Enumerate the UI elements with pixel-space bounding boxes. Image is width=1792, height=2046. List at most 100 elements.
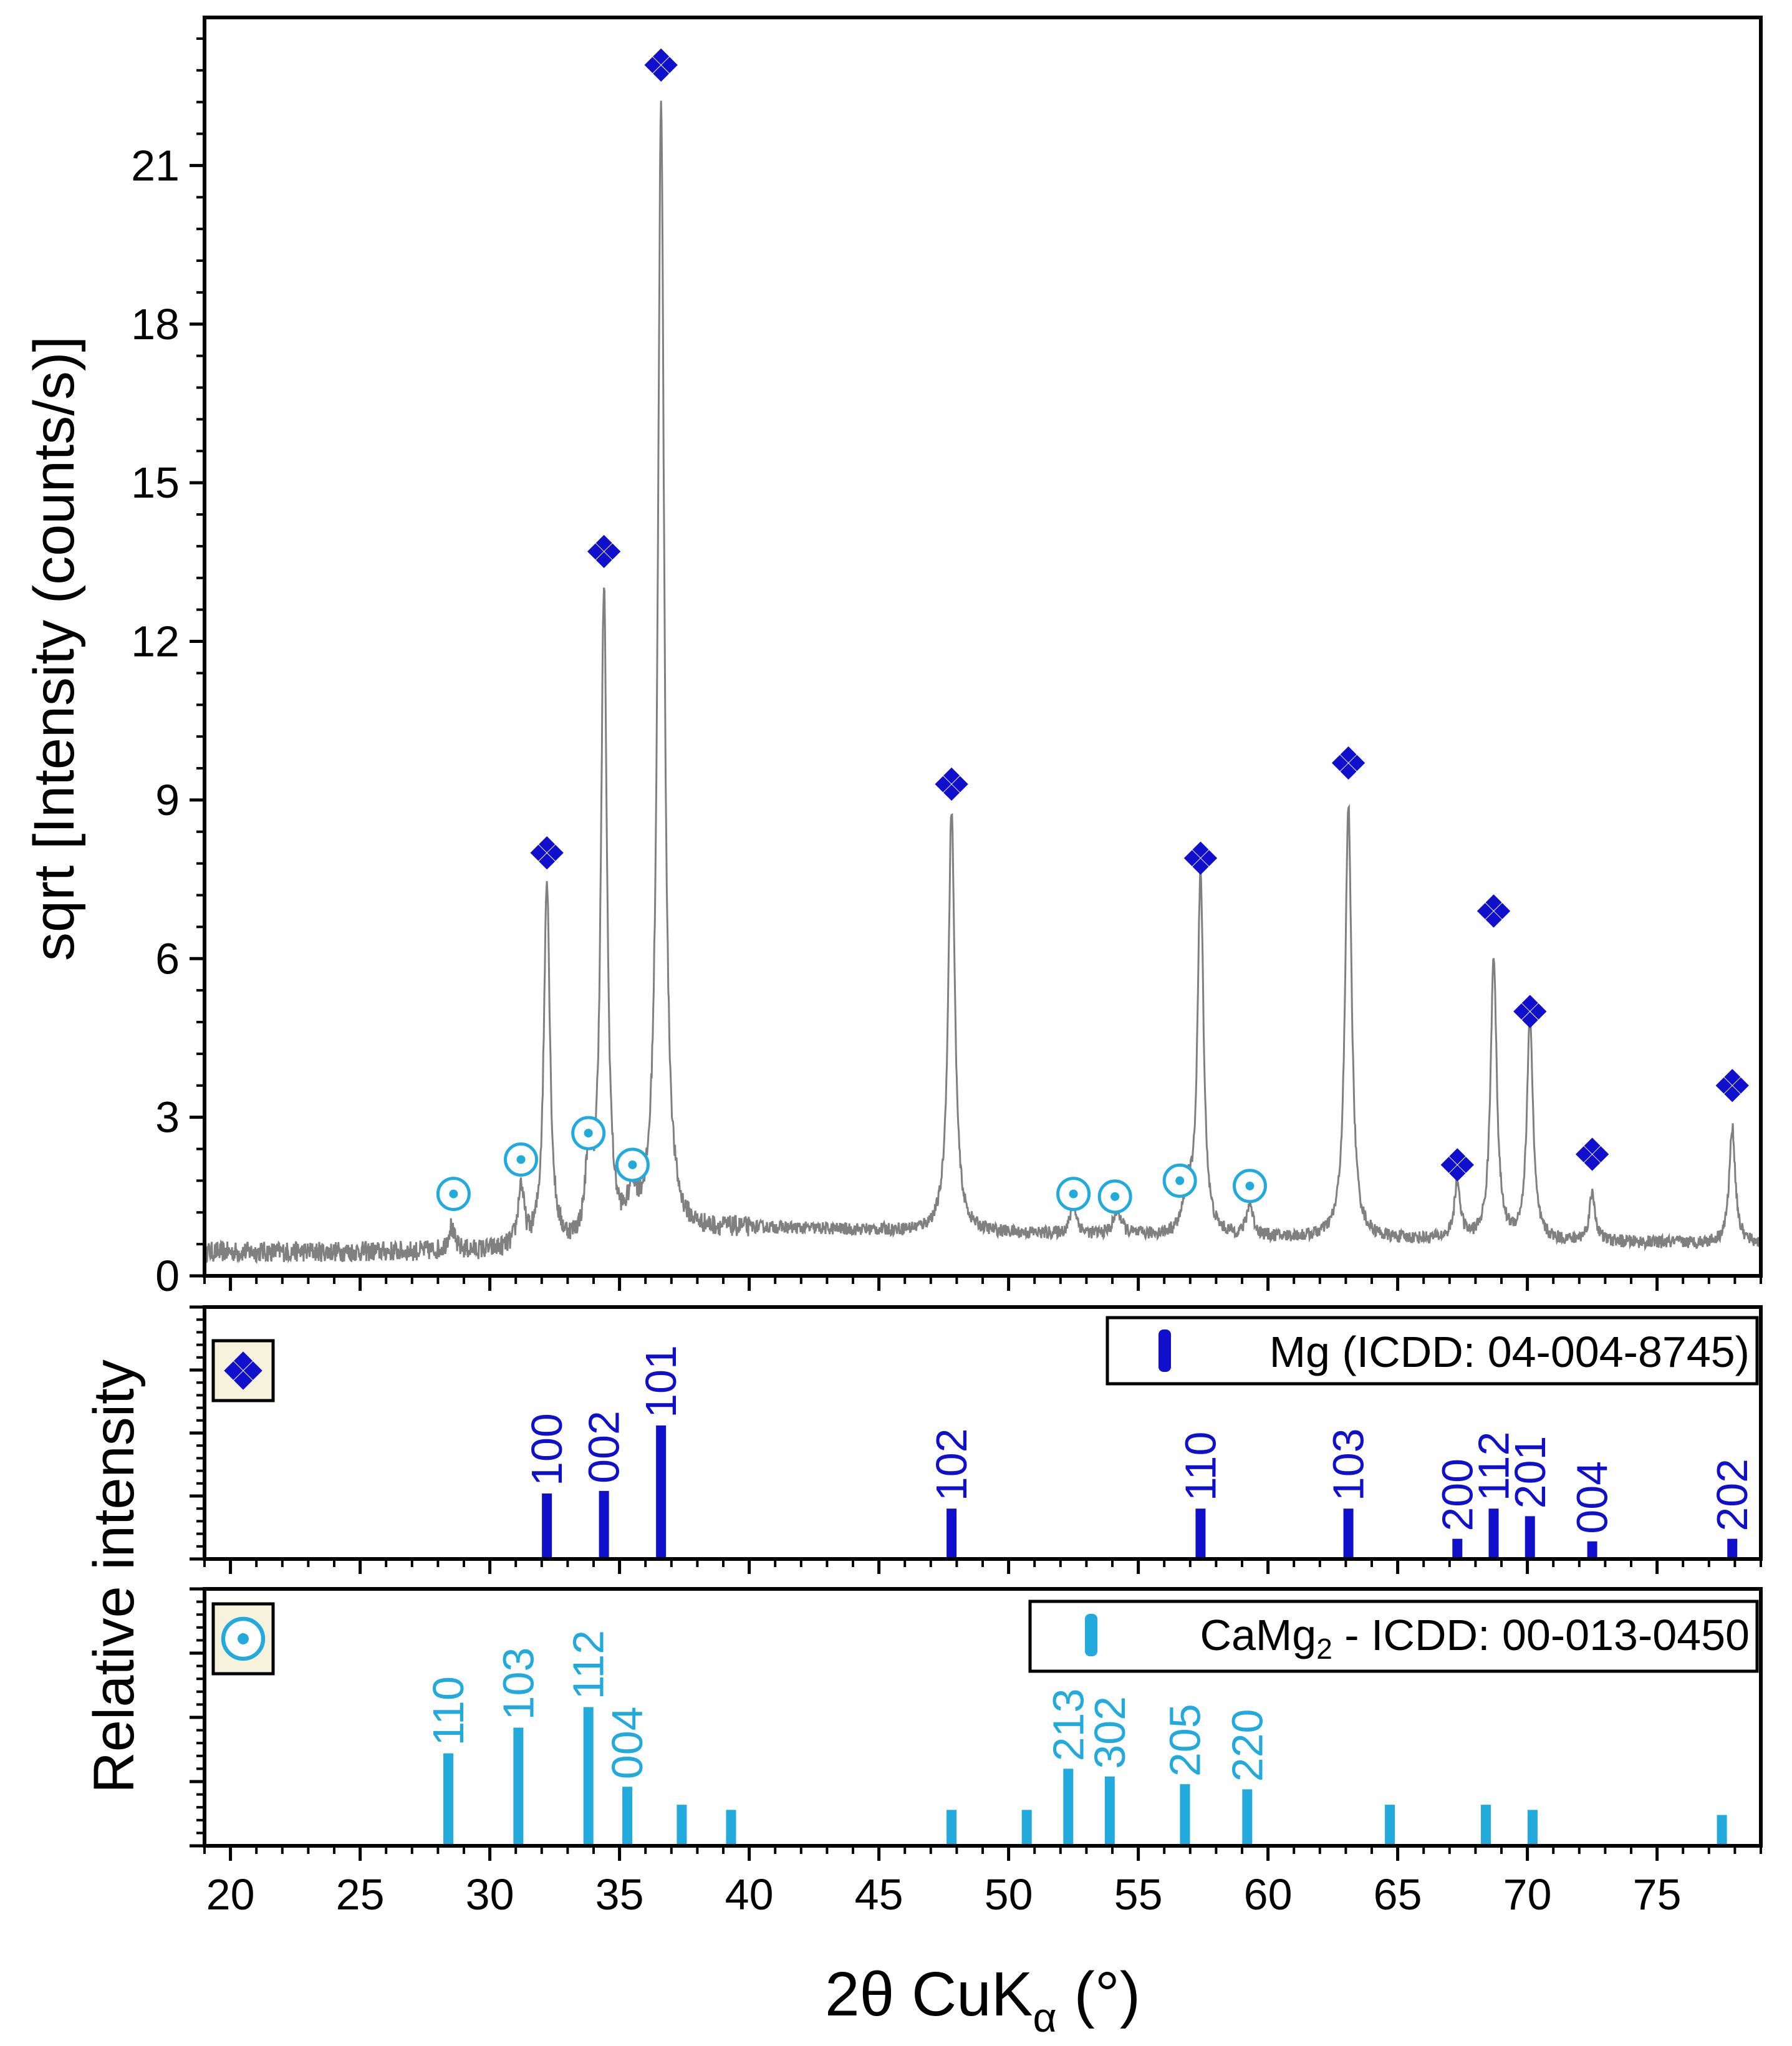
camg2-peak-marker <box>1056 1177 1091 1212</box>
x-tick-label: 55 <box>1114 1870 1163 1919</box>
mg-symbol-box <box>211 1339 275 1402</box>
mg-legend-swatch <box>1159 1329 1171 1372</box>
x-ticks-camg2 <box>203 1846 1762 1861</box>
x-tick-label: 65 <box>1374 1870 1422 1919</box>
x-axis-label: 2θ CuKα (°) <box>825 1959 1140 2040</box>
diamond-piece <box>1485 894 1502 911</box>
y-tick-label: 0 <box>155 1252 180 1300</box>
mg-bar-label: 110 <box>1176 1432 1225 1502</box>
mg-bar-label: 201 <box>1506 1436 1554 1509</box>
diamond-piece <box>1724 1069 1741 1086</box>
y-tick-label: 18 <box>131 300 180 349</box>
diamond-piece <box>1192 858 1209 875</box>
diamond-piece <box>1449 1165 1466 1182</box>
diamond-piece <box>234 1371 253 1390</box>
diamond-piece <box>1575 1146 1592 1162</box>
pattern-frame <box>203 16 1763 1278</box>
mg-legend: Mg (ICDD: 04-004-8745) <box>1106 1316 1759 1386</box>
diamond-piece <box>1724 1086 1741 1103</box>
diamond-piece <box>1494 902 1511 919</box>
diamond-piece <box>595 552 612 569</box>
x-tick-label: 40 <box>725 1870 774 1919</box>
camg2-legend: CaMg2 - ICDD: 00-013-0450 <box>1028 1600 1759 1673</box>
camg2-bar-label: 110 <box>424 1676 473 1746</box>
circle-dot <box>449 1189 458 1199</box>
diamond-piece <box>1201 850 1218 867</box>
camg2-bar-label: 103 <box>494 1648 542 1720</box>
mg-peak-marker <box>1575 1137 1609 1171</box>
diamond-piece <box>234 1351 253 1371</box>
mg-bar-label: 102 <box>927 1428 976 1501</box>
diamond-piece <box>653 48 670 65</box>
mg-bar-label: 103 <box>1324 1428 1373 1501</box>
camg2-peak-marker <box>1162 1163 1197 1198</box>
pattern-panel: sqrt [Intensity (counts/s)] 0 3 6 9 12 15 18 21 <box>22 16 1763 1300</box>
mg-peak-marker <box>1183 841 1218 875</box>
y-ticks-camg2 <box>190 1587 205 1848</box>
y-tick-label: 6 <box>155 934 180 983</box>
diamond-piece <box>1476 902 1493 919</box>
camg2-legend-rest: - ICDD: 00-013-0450 <box>1332 1611 1750 1659</box>
diamond-piece <box>1183 850 1200 867</box>
x-tick-label: 60 <box>1244 1870 1293 1919</box>
circle-dot <box>1110 1192 1120 1201</box>
mg-bar-label: 200 <box>1433 1459 1481 1532</box>
y-ticks-pattern: 0 3 6 9 12 15 18 21 <box>131 37 205 1300</box>
x-axis-label-sub: α <box>1033 1994 1057 2040</box>
camg2-bar-label: 213 <box>1044 1689 1092 1762</box>
circle-dot <box>1175 1176 1185 1185</box>
camg2-peak-marker <box>504 1142 539 1177</box>
diamond-piece <box>1584 1137 1601 1154</box>
camg2-legend-sub: 2 <box>1316 1633 1332 1665</box>
camg2-circle-icon <box>221 1616 266 1661</box>
mg-frame <box>203 1305 1763 1561</box>
mg-bar-label: 101 <box>637 1345 685 1418</box>
camg2-peak-marker <box>1232 1169 1267 1204</box>
camg2-legend-text: CaMg2 - ICDD: 00-013-0450 <box>1200 1611 1750 1665</box>
camg2-legend-main: CaMg <box>1200 1611 1316 1659</box>
diamond-piece <box>661 57 678 74</box>
diamond-piece <box>943 767 960 784</box>
circle-dot <box>584 1129 593 1138</box>
diamond-piece <box>1715 1077 1732 1094</box>
circle-dot <box>628 1160 637 1169</box>
camg2-bar-label: 205 <box>1160 1704 1209 1777</box>
diamond-piece <box>644 57 661 74</box>
diamond-piece <box>587 543 604 560</box>
diamond-piece <box>935 776 951 793</box>
diamond-piece <box>1584 1154 1601 1171</box>
y-tick-label: 21 <box>131 141 180 190</box>
diamond-piece <box>547 844 564 861</box>
diamond-piece <box>595 534 612 551</box>
x-tick-label: 25 <box>336 1870 385 1919</box>
camg2-peak-marker <box>436 1177 471 1212</box>
diamond-piece <box>1192 841 1209 858</box>
mg-peak-marker <box>1476 894 1511 928</box>
x-ticks-mg <box>203 1559 1762 1574</box>
diamond-piece <box>539 836 556 853</box>
y-ticks-mg <box>190 1305 205 1561</box>
x-tick-labels: 20 25 30 35 40 45 50 55 60 65 70 75 <box>206 1870 1682 1919</box>
circle-dot <box>238 1633 249 1644</box>
phase-markers <box>436 48 1749 1214</box>
diamond-piece <box>1340 746 1357 763</box>
xrd-pattern-line <box>203 100 1761 1265</box>
camg2-circle-icon <box>221 1616 266 1661</box>
y-tick-label: 3 <box>155 1093 180 1142</box>
diamond-piece <box>1440 1156 1457 1173</box>
diamond-piece <box>1530 1003 1547 1020</box>
diamond-piece <box>951 776 968 793</box>
circle-dot <box>1245 1181 1255 1190</box>
camg2-frame <box>203 1587 1763 1848</box>
mg-bar-label: 004 <box>1568 1461 1617 1534</box>
x-tick-label: 50 <box>985 1870 1033 1919</box>
mg-legend-text: Mg (ICDD: 04-004-8745) <box>1269 1328 1750 1376</box>
y-tick-label: 12 <box>131 617 180 666</box>
mg-bar-label: 202 <box>1708 1459 1756 1532</box>
mg-peak-marker <box>644 48 678 82</box>
camg2-peak-marker <box>615 1147 650 1182</box>
x-tick-label: 70 <box>1503 1870 1552 1919</box>
